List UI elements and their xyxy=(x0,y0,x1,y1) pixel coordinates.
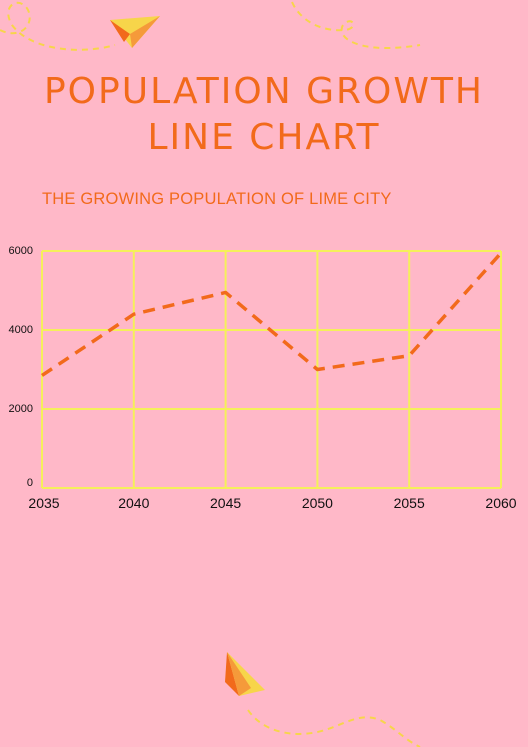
chart-series xyxy=(41,251,503,377)
dashed-trail-top-right xyxy=(291,1,421,49)
x-tick-label: 2050 xyxy=(302,495,333,511)
y-tick-label: 6000 xyxy=(9,245,33,257)
dashed-trail-bottom xyxy=(247,709,421,747)
series-line xyxy=(41,251,503,377)
x-axis-ticks: 2035 2040 2045 2050 2055 2060 xyxy=(28,495,516,511)
x-tick-label: 2045 xyxy=(210,495,241,511)
x-tick-label: 2060 xyxy=(485,495,516,511)
x-tick-label: 2055 xyxy=(394,495,425,511)
y-tick-label: 4000 xyxy=(9,324,33,336)
paper-plane-icon xyxy=(110,16,160,48)
x-tick-label: 2040 xyxy=(118,495,149,511)
page-title-line-2: LINE CHART xyxy=(147,117,381,158)
y-tick-label: 0 xyxy=(27,477,33,489)
dashed-trail-top-left xyxy=(0,1,116,51)
chart-subtitle: THE GROWING POPULATION OF LIME CITY xyxy=(42,190,392,208)
chart-grid xyxy=(41,250,502,489)
page-title-line-1: POPULATION GROWTH xyxy=(43,71,485,112)
x-tick-label: 2035 xyxy=(28,495,59,511)
y-tick-label: 2000 xyxy=(9,403,33,415)
y-axis-ticks: 0 2000 4000 6000 xyxy=(9,245,33,489)
paper-plane-icon xyxy=(225,652,265,696)
